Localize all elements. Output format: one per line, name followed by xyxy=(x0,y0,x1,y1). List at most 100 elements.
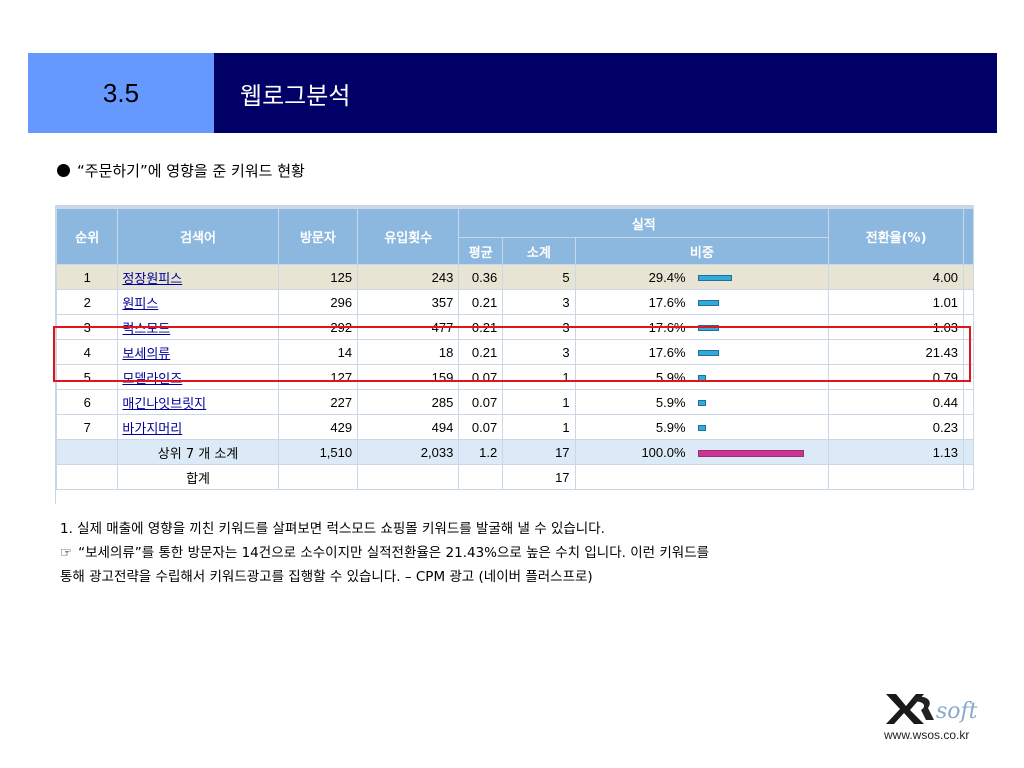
share-cell: 5.9% xyxy=(574,414,830,440)
subtotal-cell: 17 xyxy=(502,439,576,465)
header-visitors: 방문자 xyxy=(277,208,359,265)
website-url[interactable]: www.wsos.co.kr xyxy=(884,728,970,742)
empty-cell xyxy=(828,464,965,490)
edge-cell xyxy=(963,389,974,415)
visitors-cell: 14 xyxy=(277,339,359,365)
header-subtotal: 소계 xyxy=(502,237,576,265)
keyword-cell: 보세의류 xyxy=(117,339,279,365)
bullet-icon xyxy=(57,164,70,177)
header-conversion: 전환율(%) xyxy=(828,208,965,265)
note-line-1: 1. 실제 매출에 영향을 끼친 키워드를 살펴보면 럭스모드 쇼핑몰 키워드를… xyxy=(60,521,605,537)
table-row: 5 모델라인즈 127 159 0.07 1 5.9% 0.79 xyxy=(56,364,974,390)
header-rank: 순위 xyxy=(56,208,119,265)
empty-cell xyxy=(357,464,460,490)
keyword-cell: 원피스 xyxy=(117,289,279,315)
keyword-cell: 모델라인즈 xyxy=(117,364,279,390)
rank-cell: 6 xyxy=(56,389,119,415)
header-avg: 평균 xyxy=(458,237,504,265)
inflow-cell: 18 xyxy=(357,339,460,365)
keyword-link[interactable]: 매긴나잇브릿지 xyxy=(122,396,207,412)
subtotal-cell: 1 xyxy=(502,389,576,415)
share-percent: 5.9% xyxy=(655,394,686,410)
subtitle: “주문하기”에 영향을 준 키워드 현황 xyxy=(77,162,305,180)
visitors-cell: 227 xyxy=(277,389,359,415)
share-cell: 5.9% xyxy=(574,364,830,390)
visitors-cell: 1,510 xyxy=(277,439,359,465)
share-percent: 100.0% xyxy=(641,444,686,460)
table-row: 7 바가지머리 429 494 0.07 1 5.9% 0.23 xyxy=(56,414,974,440)
empty-cell xyxy=(277,464,359,490)
keyword-cell: 바가지머리 xyxy=(117,414,279,440)
share-cell: 5.9% xyxy=(574,389,830,415)
share-bar xyxy=(697,350,719,357)
keyword-link[interactable]: 바가지머리 xyxy=(122,421,183,437)
share-bar xyxy=(697,325,719,332)
section-number-box: 3.5 xyxy=(28,53,214,133)
note-line-2: ☞ “보세의류”를 통한 방문자는 14건으로 소수이지만 실적전환율은 21.4… xyxy=(60,541,709,565)
subtitle-line: “주문하기”에 영향을 준 키워드 현황 xyxy=(57,160,305,181)
rank-cell: 5 xyxy=(56,364,119,390)
conversion-cell: 0.44 xyxy=(828,389,965,415)
table-row: 6 매긴나잇브릿지 227 285 0.07 1 5.9% 0.44 xyxy=(56,389,974,415)
keyword-link[interactable]: 원피스 xyxy=(122,296,159,312)
keyword-table-wrapper: 순위 검색어 방문자 유입횟수 실적 전환율(%) 평균 소계 비중 1 정장원… xyxy=(55,205,974,504)
subtotal-cell: 5 xyxy=(502,264,576,290)
keyword-link[interactable]: 정장원피스 xyxy=(122,271,183,287)
share-percent: 17.6% xyxy=(648,344,686,360)
inflow-cell: 357 xyxy=(357,289,460,315)
table-row: 1 정장원피스 125 243 0.36 5 29.4% 4.00 xyxy=(56,264,974,290)
share-bar-total xyxy=(697,449,804,457)
edge-cell xyxy=(963,414,974,440)
keyword-cell: 매긴나잇브릿지 xyxy=(117,389,279,415)
keyword-link[interactable]: 모델라인즈 xyxy=(122,371,183,387)
inflow-cell: 494 xyxy=(357,414,460,440)
table-row: 4 보세의류 14 18 0.21 3 17.6% 21.43 xyxy=(56,339,974,365)
highlight-box xyxy=(53,326,971,382)
section-number: 3.5 xyxy=(102,77,140,108)
keyword-cell: 정장원피스 xyxy=(117,264,279,290)
keyword-link[interactable]: 럭스모드 xyxy=(122,321,171,337)
subtotal-cell: 1 xyxy=(502,414,576,440)
share-bar xyxy=(697,275,732,282)
rank-cell: 1 xyxy=(56,264,119,290)
note-line-2-text: “보세의류”를 통한 방문자는 14건으로 소수이지만 실적전환율은 21.43… xyxy=(78,545,710,561)
conversion-cell: 0.23 xyxy=(828,414,965,440)
keyword-link[interactable]: 보세의류 xyxy=(122,346,171,362)
inflow-cell: 2,033 xyxy=(357,439,460,465)
conversion-cell: 1.01 xyxy=(828,289,965,315)
logo-mark-icon xyxy=(886,694,934,724)
empty-cell xyxy=(56,439,119,465)
visitors-cell: 296 xyxy=(277,289,359,315)
edge-cell xyxy=(963,264,974,290)
avg-cell: 0.07 xyxy=(458,414,504,440)
total-row: 합계 17 xyxy=(56,464,974,490)
rank-cell: 7 xyxy=(56,414,119,440)
conversion-cell: 1.13 xyxy=(828,439,965,465)
note-line-3: 통해 광고전략을 수립해서 키워드광고를 집행할 수 있습니다. – CPM 광… xyxy=(60,569,593,585)
share-bar xyxy=(697,300,719,307)
share-cell: 100.0% xyxy=(574,439,830,465)
subtotal-label: 상위 7 개 소계 xyxy=(117,439,279,465)
page-title: 웹로그분석 xyxy=(240,81,351,110)
avg-cell: 1.2 xyxy=(458,439,504,465)
avg-cell: 0.07 xyxy=(458,389,504,415)
company-logo: soft xyxy=(886,694,978,724)
header-keyword: 검색어 xyxy=(117,208,279,265)
conversion-cell: 4.00 xyxy=(828,264,965,290)
header-performance: 실적 xyxy=(458,208,830,238)
inflow-cell: 243 xyxy=(357,264,460,290)
subtotal-row: 상위 7 개 소계 1,510 2,033 1.2 17 100.0% 1.13 xyxy=(56,439,974,465)
subtotal-cell: 3 xyxy=(502,339,576,365)
edge-cell xyxy=(963,289,974,315)
rank-cell: 2 xyxy=(56,289,119,315)
conversion-cell: 21.43 xyxy=(828,339,965,365)
share-cell: 29.4% xyxy=(574,264,830,290)
total-label: 합계 xyxy=(117,464,279,490)
empty-cell xyxy=(458,464,504,490)
header-share: 비중 xyxy=(574,237,830,265)
keyword-table: 순위 검색어 방문자 유입횟수 실적 전환율(%) 평균 소계 비중 1 정장원… xyxy=(56,208,974,490)
subtotal-cell: 3 xyxy=(502,289,576,315)
share-percent: 29.4% xyxy=(648,269,686,285)
share-percent: 5.9% xyxy=(655,419,686,435)
visitors-cell: 429 xyxy=(277,414,359,440)
